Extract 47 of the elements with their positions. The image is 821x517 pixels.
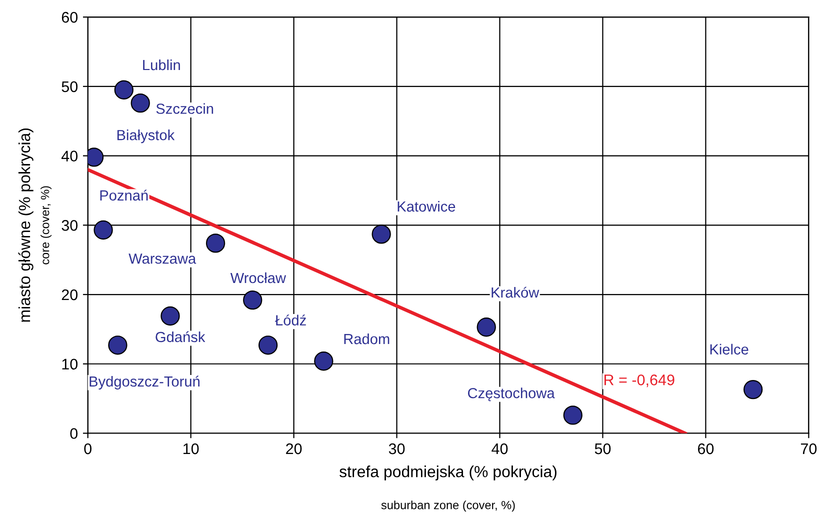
y-tick-label: 10 [62,358,78,370]
x-tick-label: 20 [286,443,302,454]
y-tick-label: 50 [62,81,78,92]
series-label: Poznań [100,190,148,201]
point [160,306,180,326]
x-tick-label: 60 [698,443,714,454]
point [563,406,582,425]
series-label: Katowice [398,200,456,212]
series-label: Lublin [143,59,180,70]
point [206,234,226,253]
y-tick-label: 60 [62,12,78,23]
point [476,318,496,337]
point [743,380,763,400]
text: Bydgoszcz-Toruń [90,376,200,390]
series-label: Warszawa [128,254,196,264]
y-tick-label: 20 [62,289,78,300]
series-label: Białystok [117,130,175,144]
annotation: R = -0,649 [604,374,674,388]
point [94,220,113,240]
series-label: Łódź [275,314,306,326]
x-tick-label: 10 [183,443,199,454]
y-tick-label: 30 [62,220,78,231]
x-tick-label: 70 [800,443,817,454]
series-label: Szczecin [156,103,214,114]
x-tick-label: 50 [594,443,611,454]
x-tick-label: 40 [492,443,508,454]
y-tick-label: 0 [70,428,78,439]
point [372,224,391,244]
x-tick-label: 0 [84,443,92,454]
series-label: Wrocław [230,272,286,284]
y-tick-label: 40 [61,150,78,162]
text: suburban zone (cover, %) [381,500,515,512]
y-axis-title: miasto główne (% pokrycia) [18,128,34,322]
point [108,336,128,355]
point [258,336,278,355]
series-label: Kraków [492,286,540,298]
point [243,290,262,310]
text: core (cover, %) [40,186,52,264]
series-label: Kielce [710,344,748,355]
x-tick-label: 30 [388,443,405,454]
point [114,80,134,100]
series-label: Gdańsk [156,331,206,342]
point [130,93,150,113]
point [314,352,334,371]
x-axis-title: strefa podmiejska (% pokrycia) [340,466,556,480]
series-label: Częstochowa [468,388,555,402]
series-label: Radom [344,333,390,344]
